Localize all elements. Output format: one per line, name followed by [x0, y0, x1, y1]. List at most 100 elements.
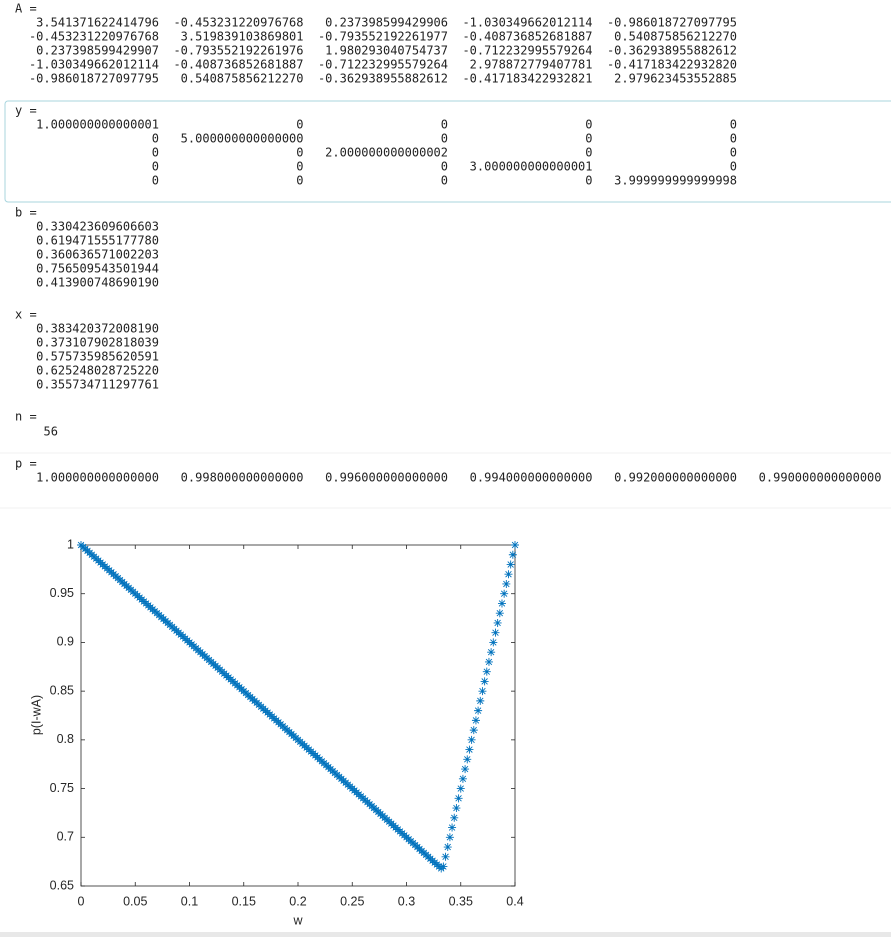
marker [502, 579, 511, 588]
output-value: 56 [44, 425, 58, 439]
output-value: 0 [152, 174, 159, 188]
marker [508, 550, 517, 559]
marker [465, 745, 474, 754]
y-tick-label: 0.9 [57, 635, 74, 649]
output-value: 0.413900748690190 [36, 276, 159, 290]
marker [443, 843, 452, 852]
output-label: n = [15, 410, 37, 424]
output-value: 1.000000000000000 [36, 471, 159, 485]
output-value: 3.541371622414796 [36, 16, 159, 30]
output-label: y = [15, 104, 37, 118]
output-value: 0.994000000000000 [470, 471, 593, 485]
output-label: x = [15, 308, 37, 322]
bottom-bar [0, 932, 891, 937]
marker [445, 833, 454, 842]
output-value: -0.712232995579264 [462, 44, 592, 58]
output-value: 0 [152, 160, 159, 174]
y-tick-label: 0.7 [57, 830, 74, 844]
output-value: -0.417183422932821 [462, 72, 592, 86]
output-value: 0.619471555177780 [36, 234, 159, 248]
output-value: -1.030349662012114 [29, 58, 159, 72]
marker [487, 648, 496, 657]
output-value: -0.453231220976768 [29, 30, 159, 44]
output-label: b = [15, 206, 37, 220]
output-value: 0 [585, 132, 592, 146]
marker [484, 657, 493, 666]
output-value: 0 [296, 160, 303, 174]
output-value: 0 [585, 146, 592, 160]
output-value: -0.408736852681887 [173, 58, 303, 72]
y-tick-label: 0.75 [50, 781, 74, 795]
output-value: 2.979623453552885 [614, 72, 737, 86]
output-value: 0.355734711297761 [36, 378, 159, 392]
marker [454, 794, 463, 803]
output-value: 0 [441, 118, 448, 132]
marker [441, 852, 450, 861]
output-value: 0.625248028725220 [36, 364, 159, 378]
output-value: 0 [730, 146, 737, 160]
output-value: 0 [152, 146, 159, 160]
output-value: 0.237398599429907 [36, 44, 159, 58]
marker [497, 599, 506, 608]
marker [500, 589, 509, 598]
x-tick-label: 0.35 [449, 894, 473, 908]
marker [450, 813, 459, 822]
marker [467, 735, 476, 744]
output-value: -0.793552192261976 [173, 44, 303, 58]
marker [452, 804, 461, 813]
output-value: 0.373107902818039 [36, 336, 159, 350]
output-value: 0 [441, 132, 448, 146]
output-value: -0.793552192261977 [318, 30, 448, 44]
marker [463, 755, 472, 764]
output-value: 0.756509543501944 [36, 262, 159, 276]
marker [439, 862, 448, 871]
output-value: 0 [585, 174, 592, 188]
output-value: -0.362938955882612 [607, 44, 737, 58]
plot-area [80, 544, 516, 887]
output-value: -0.453231220976768 [173, 16, 303, 30]
y-axis-label: p(I-wA) [29, 695, 43, 735]
output-value: 1.000000000000001 [36, 118, 159, 132]
marker [504, 570, 513, 579]
output-value: 0 [441, 174, 448, 188]
output-value: -0.986018727097795 [607, 16, 737, 30]
output-value: -0.408736852681887 [462, 30, 592, 44]
output-value: 0 [441, 160, 448, 174]
output-value: 0 [730, 118, 737, 132]
output-value: -0.417183422932820 [607, 58, 737, 72]
marker [476, 696, 485, 705]
output-value: 3.000000000000001 [470, 160, 593, 174]
x-tick-label: 0.1 [181, 894, 198, 908]
marker [456, 784, 465, 793]
marker [511, 541, 519, 549]
output-value: -0.986018727097795 [29, 72, 159, 86]
marker [480, 677, 489, 686]
output-value: 0 [296, 174, 303, 188]
output-value: 2.000000000000002 [325, 146, 448, 160]
output-value: -0.362938955882612 [318, 72, 448, 86]
marker [493, 618, 502, 627]
marker [461, 765, 470, 774]
output-value: 0.992000000000000 [614, 471, 737, 485]
output-value: 3.519839103869801 [181, 30, 304, 44]
output-value: 0.998000000000000 [181, 471, 304, 485]
y-tick-label: 1 [67, 537, 74, 551]
output-value: 0.540875856212270 [181, 72, 304, 86]
output-value: -1.030349662012114 [462, 16, 592, 30]
output-value: 5.000000000000000 [181, 132, 304, 146]
output-value: 0 [296, 118, 303, 132]
y-tick-label: 0.8 [57, 732, 74, 746]
y-tick-label: 0.85 [50, 683, 74, 697]
output-value: 0.575735985620591 [36, 350, 159, 364]
marker [474, 706, 483, 715]
x-tick-label: 0.4 [506, 894, 523, 908]
output-value: 3.999999999999998 [614, 174, 737, 188]
x-tick-label: 0.05 [123, 894, 147, 908]
output-value: -0.712232995579264 [318, 58, 448, 72]
marker [491, 628, 500, 637]
y-tick-label: 0.65 [50, 878, 74, 892]
output-value: 2.978872779407781 [470, 58, 593, 72]
output-value: 1.980293040754737 [325, 44, 448, 58]
selected-output-box [4, 100, 891, 203]
marker [495, 609, 504, 618]
